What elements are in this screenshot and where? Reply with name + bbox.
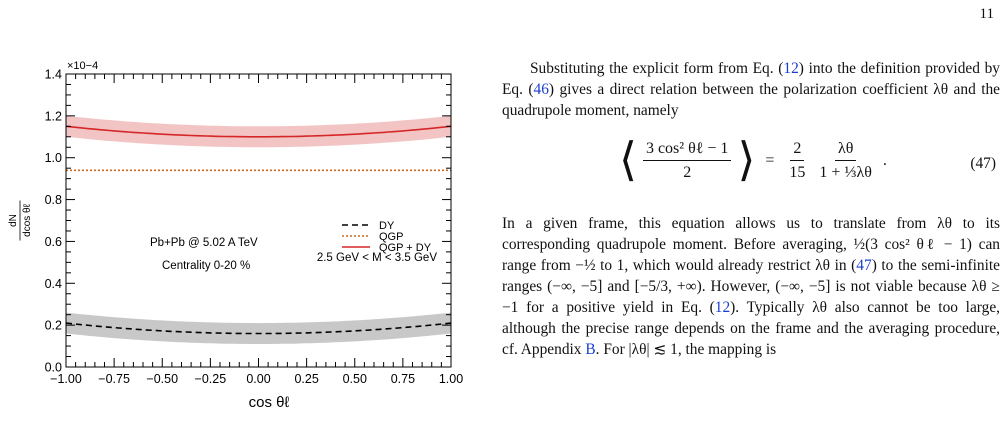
- paragraph-text-run: ) gives a direct relation between the po…: [502, 81, 1000, 119]
- y-tick-label: 0.4: [45, 277, 62, 291]
- band-dy: [66, 312, 451, 344]
- left-angle-bracket: ⟨: [619, 134, 637, 185]
- eq-rhs-fraction: λθ 1 + ⅓λθ: [816, 138, 874, 183]
- equation-ref-link[interactable]: 12: [714, 299, 731, 316]
- body-text-column: Substituting the explicit form from Eq. …: [502, 58, 1000, 360]
- equation-ref-link[interactable]: 46: [533, 81, 549, 98]
- paragraph-text-run: In a given frame, this equation allows u…: [502, 215, 1000, 274]
- paragraph-frame-translation: In a given frame, this equation allows u…: [502, 213, 1000, 360]
- y-label-denominator: dcos θℓ: [22, 203, 33, 236]
- x-axis-label: cos θℓ: [249, 394, 290, 411]
- paragraph-text-run: ) to the semi-infinite ranges (−∞, −5] a…: [502, 257, 1000, 316]
- eq-lhs-fraction: 3 cos² θℓ − 1 2: [642, 138, 732, 183]
- legend-label: QGP: [379, 231, 403, 243]
- line-dy: [65, 322, 452, 335]
- y-tick-label: 0.8: [45, 193, 62, 207]
- y-label-numerator: dN: [8, 214, 19, 227]
- y-tick-label: 0.0: [45, 361, 62, 375]
- eq-rhs-denominator: 1 + ⅓λθ: [819, 163, 872, 181]
- x-tick-label: 0.50: [343, 372, 367, 386]
- x-tick-label: 1.00: [439, 372, 463, 386]
- y-tick-label: 1.2: [45, 109, 62, 123]
- right-angle-bracket: ⟩: [737, 134, 756, 185]
- x-tick-label: −0.25: [195, 372, 227, 386]
- x-tick-label: 0.75: [391, 372, 415, 386]
- eq-rhs-numerator: λθ: [834, 138, 857, 161]
- x-tick-label: 0.25: [294, 372, 318, 386]
- eq-lhs-numerator: 3 cos² θℓ − 1: [642, 138, 732, 161]
- y-tick-label: 0.2: [45, 319, 62, 333]
- y-multiplier: ×10−4: [67, 60, 98, 72]
- paragraph-text-run: . For |λθ| ≲ 1, the mapping is: [595, 341, 777, 358]
- equation-ref-link[interactable]: 47: [856, 257, 872, 274]
- line-qgp-dy: [65, 125, 452, 138]
- equation-number: (47): [970, 155, 996, 172]
- band-qgp-dy: [66, 115, 451, 148]
- x-tick-label: −1.00: [50, 372, 82, 386]
- polarization-figure: −1.00 −0.75 −0.50 −0.25 0.00 0.25 0.50 0.75 1.00…: [0, 0, 480, 434]
- annotation-system: Pb+Pb @ 5.02 A TeV: [150, 237, 258, 249]
- paragraph-text-run: ) into the definition provided by Eq. (: [502, 60, 1000, 98]
- legend-label: QGP + DY: [379, 242, 432, 254]
- eq-coefficient: 2 15: [786, 138, 808, 183]
- x-tick-label: 0.00: [246, 372, 270, 386]
- eq-period: .: [882, 151, 887, 169]
- page-number: 11: [979, 6, 994, 22]
- eq-equals: =: [765, 151, 775, 169]
- eq-lhs-denominator: 2: [683, 163, 692, 181]
- y-tick-label: 1.4: [45, 68, 62, 82]
- chart-svg: −1.00 −0.75 −0.50 −0.25 0.00 0.25 0.50 0.75 1.00…: [8, 60, 463, 411]
- paragraph-text-run: Substituting the explicit form from Eq. …: [530, 60, 784, 77]
- y-axis-label: dN dcos θℓ: [8, 200, 33, 241]
- annotation-centrality: Centrality 0-20 %: [162, 260, 250, 272]
- equation-ref-link[interactable]: B: [585, 341, 596, 358]
- eq-coef-denominator: 15: [789, 163, 806, 181]
- equation-47: ⟨ 3 cos² θℓ − 1 2 ⟩ = 2 15 λθ 1 + ⅓λθ . …: [502, 129, 1000, 201]
- y-tick-label: 0.6: [45, 235, 62, 249]
- paragraph-substitution: Substituting the explicit form from Eq. …: [502, 58, 1000, 121]
- eq-coef-numerator: 2: [790, 138, 805, 161]
- equation-ref-link[interactable]: 12: [783, 60, 799, 77]
- legend-label: DY: [379, 220, 395, 232]
- paragraph-text-run: ). Typically λθ also cannot be too large…: [502, 299, 1001, 358]
- x-tick-label: −0.50: [146, 372, 178, 386]
- y-tick-label: 1.0: [45, 151, 62, 165]
- x-tick-label: −0.75: [98, 372, 130, 386]
- annotation-mass-range: 2.5 GeV < M < 3.5 GeV: [317, 252, 438, 264]
